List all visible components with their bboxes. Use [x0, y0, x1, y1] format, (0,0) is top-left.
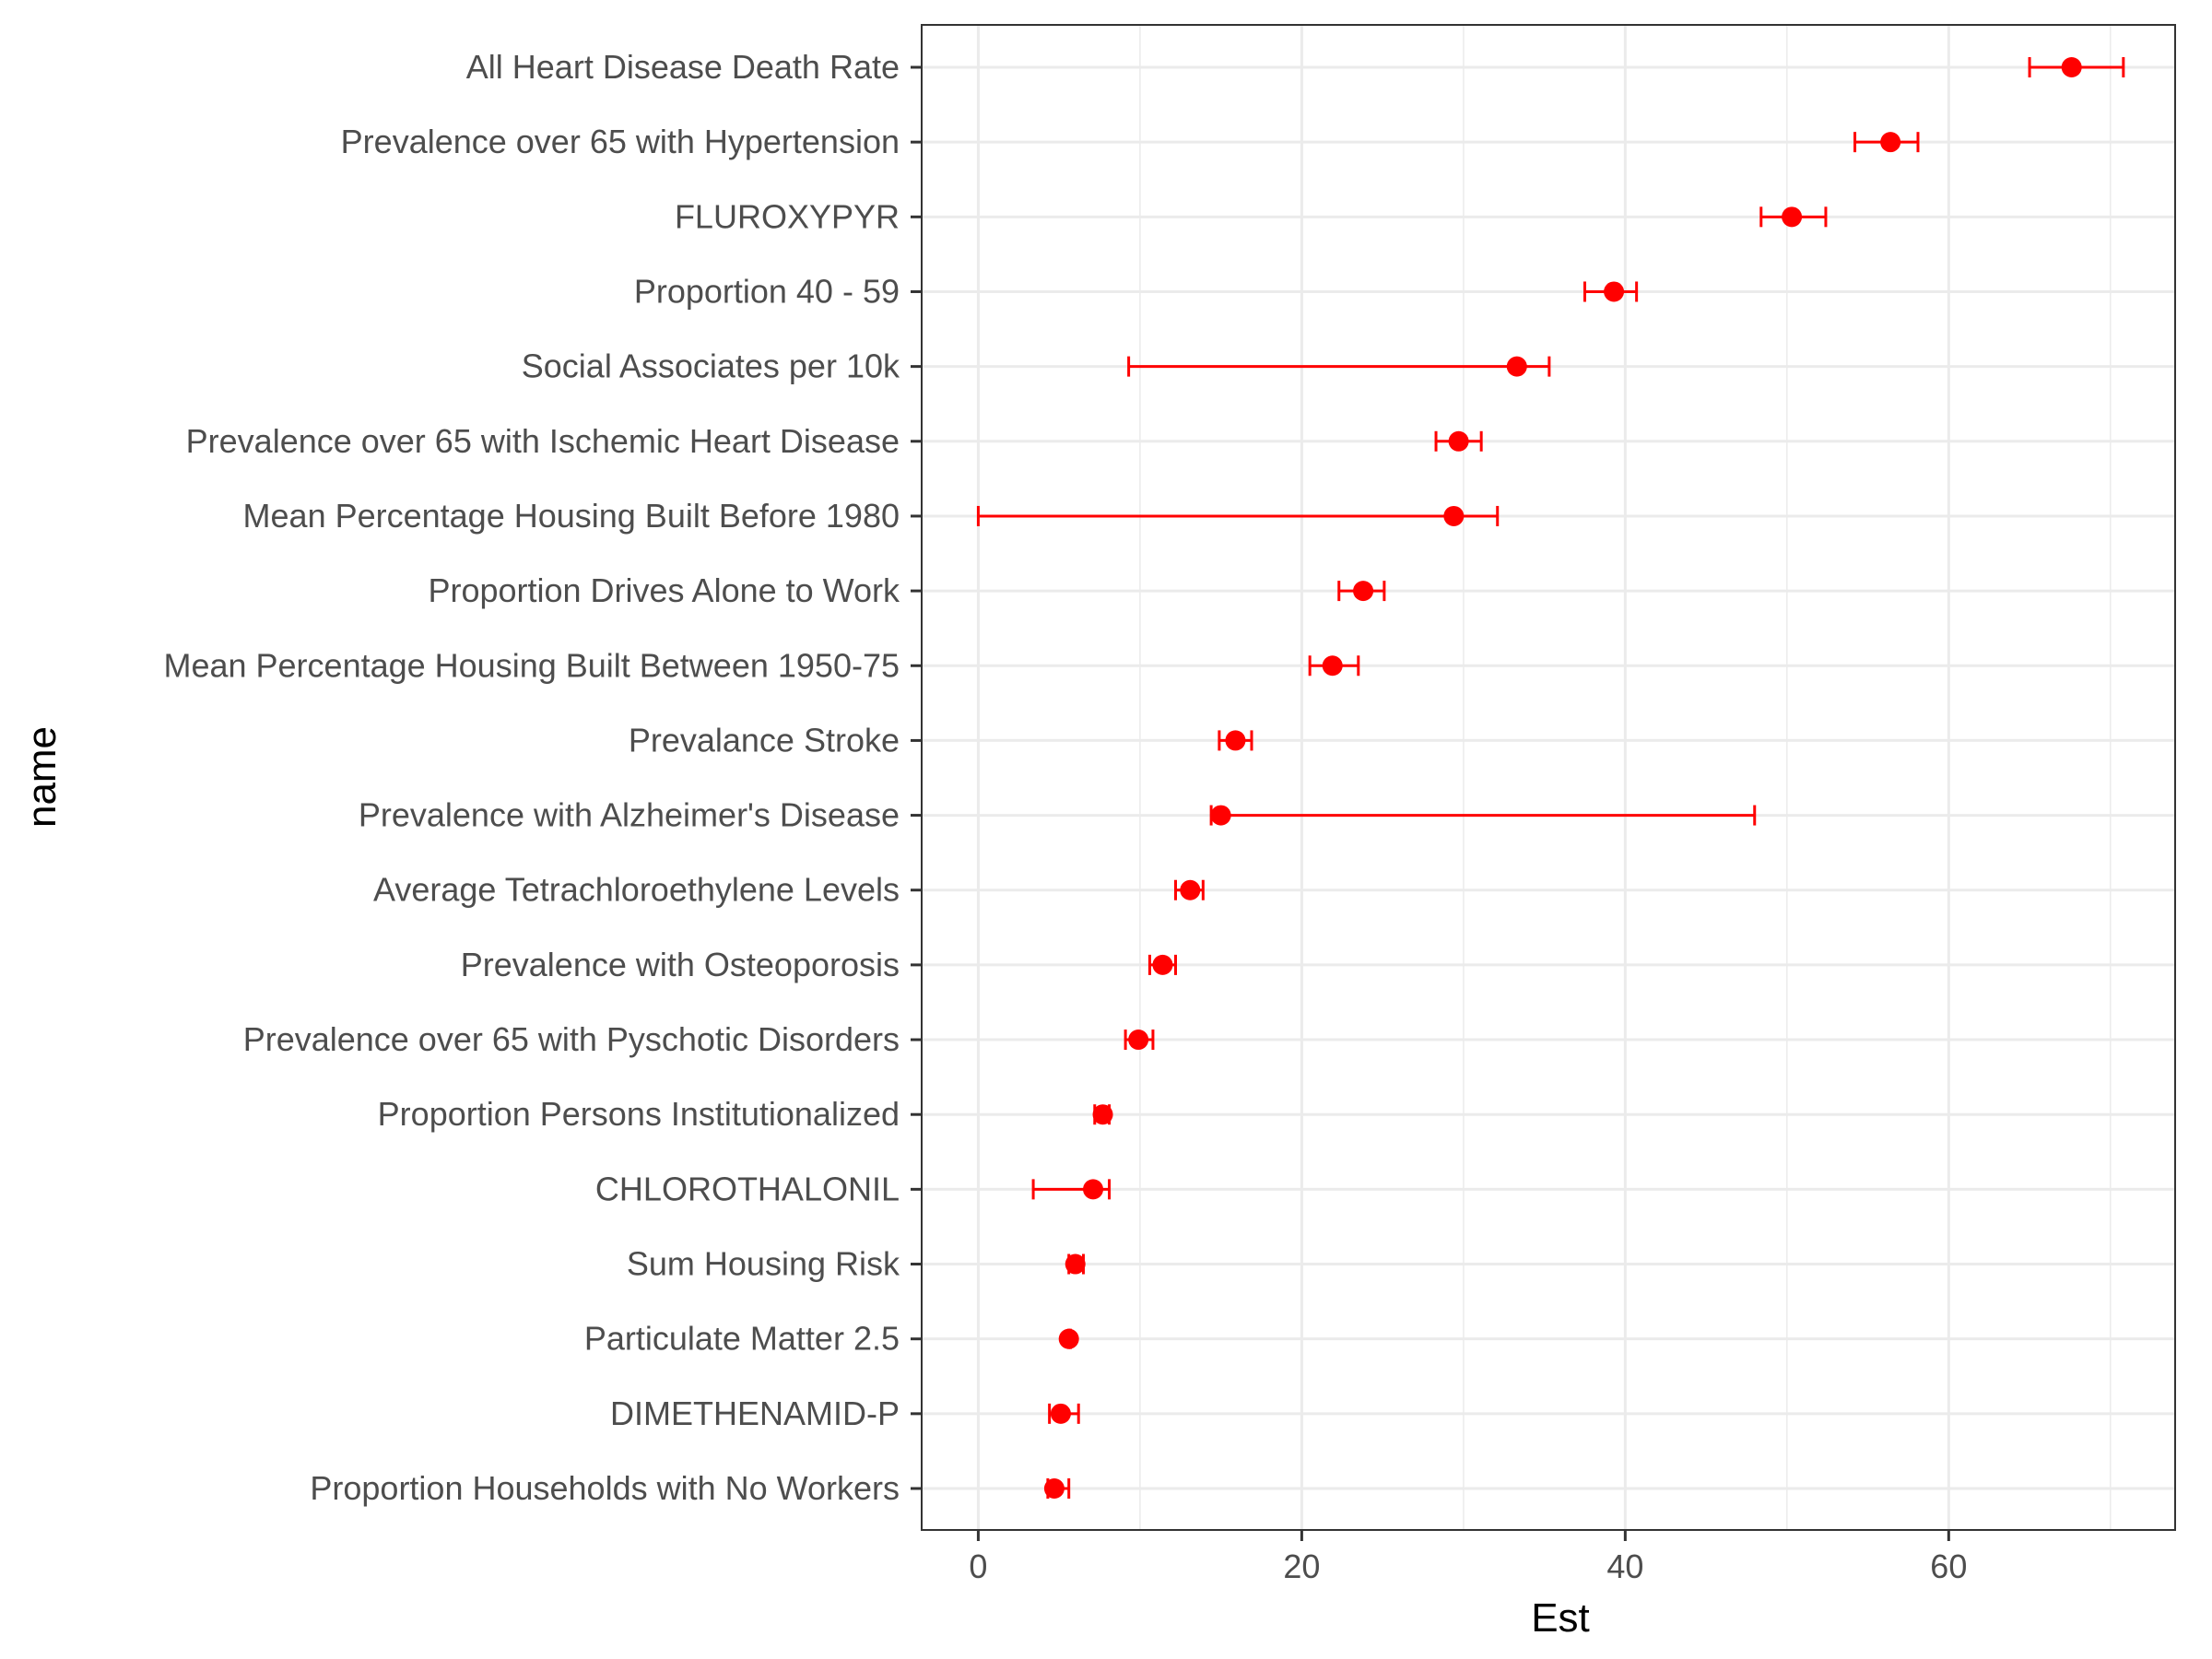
y-tick-label: FLUROXYPYR: [675, 197, 900, 235]
y-tick-label: Prevalence over 65 with Pyschotic Disord…: [243, 1020, 900, 1058]
data-point: [1128, 1030, 1149, 1051]
data-point: [1225, 730, 1246, 751]
y-tick-label: Mean Percentage Housing Built Between 19…: [163, 646, 900, 684]
data-point: [1322, 655, 1343, 677]
data-point: [1210, 805, 1231, 826]
points: [1043, 57, 2082, 1499]
y-tick-label: Proportion Drives Alone to Work: [428, 571, 900, 609]
panel-border: [921, 24, 2176, 1531]
x-axis-title: Est: [1531, 1595, 1590, 1641]
y-tick-label: Average Tetrachloroethylene Levels: [373, 871, 900, 909]
y-tick-label: Proportion Persons Institutionalized: [378, 1095, 900, 1133]
data-point: [1043, 1478, 1065, 1499]
data-point: [1065, 1253, 1086, 1275]
y-axis: All Heart Disease Death Rate Prevalence o…: [163, 48, 922, 1507]
data-point: [1448, 430, 1469, 452]
data-point: [1058, 1328, 1079, 1349]
y-tick-label: Particulate Matter 2.5: [584, 1320, 900, 1358]
y-tick-label: Social Associates per 10k: [522, 347, 900, 385]
data-point: [1050, 1403, 1071, 1424]
data-point: [1152, 954, 1173, 975]
y-tick-label: DIMETHENAMID-P: [610, 1394, 900, 1432]
y-tick-label: All Heart Disease Death Rate: [466, 48, 900, 86]
data-point: [1782, 206, 1803, 228]
data-point: [2061, 57, 2082, 77]
y-tick-label: Proportion Households with No Workers: [310, 1469, 900, 1507]
x-tick-label: 60: [1930, 1547, 1967, 1585]
data-point: [1092, 1104, 1113, 1125]
data-point: [1880, 132, 1901, 153]
y-tick-label: Prevalence with Osteoporosis: [461, 946, 900, 983]
y-tick-label: Mean Percentage Housing Built Before 198…: [243, 497, 900, 535]
y-tick-label: Prevalence over 65 with Hypertension: [341, 123, 900, 160]
data-point: [1353, 581, 1374, 602]
data-point: [1180, 879, 1201, 900]
y-tick-label: CHLOROTHALONIL: [595, 1170, 900, 1207]
x-tick-label: 20: [1283, 1547, 1320, 1585]
data-point: [1083, 1179, 1104, 1200]
x-tick-label: 40: [1606, 1547, 1643, 1585]
y-tick-label: Prevalence over 65 with Ischemic Heart D…: [186, 422, 900, 460]
data-point: [1506, 356, 1527, 377]
y-tick-label: Prevalence with Alzheimer's Disease: [359, 796, 900, 834]
error-bars: [976, 57, 2125, 1499]
y-tick-label: Proportion 40 - 59: [634, 272, 900, 310]
y-tick-label: Prevalance Stroke: [629, 721, 900, 759]
data-point: [1604, 281, 1625, 302]
y-axis-title: name: [19, 726, 65, 828]
x-tick-label: 0: [969, 1547, 987, 1585]
x-axis: 0 20 40 60: [969, 1530, 1967, 1585]
y-tick-label: Sum Housing Risk: [627, 1245, 900, 1283]
data-point: [1443, 505, 1465, 526]
